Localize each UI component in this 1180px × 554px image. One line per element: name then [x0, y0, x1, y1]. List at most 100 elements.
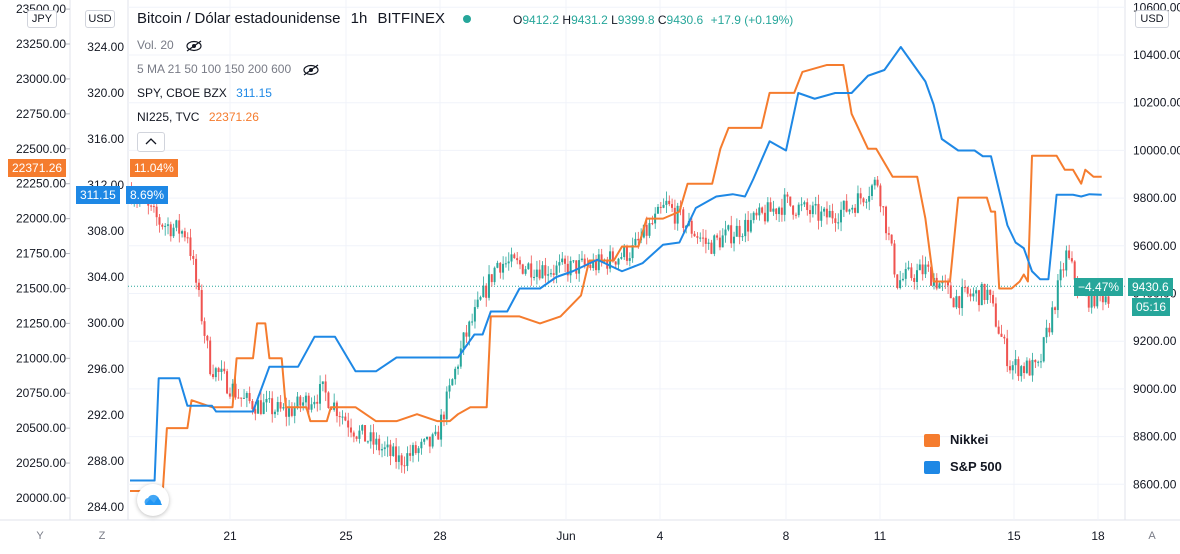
candle-body	[197, 282, 200, 291]
candle-body	[899, 280, 902, 288]
candle-body	[209, 340, 212, 375]
candle-body	[240, 397, 243, 399]
candle-body	[195, 258, 198, 283]
candle-body	[1093, 286, 1096, 307]
candle-body	[761, 207, 764, 213]
candle-body	[226, 371, 229, 394]
candle-body	[870, 185, 873, 197]
tradingview-logo-button[interactable]	[137, 484, 169, 516]
candle-body	[347, 420, 350, 428]
candle-body	[152, 206, 155, 208]
candle-body	[986, 289, 989, 300]
candle-body	[425, 436, 429, 440]
candle-body	[369, 432, 372, 442]
candle-body	[921, 264, 924, 275]
symbol-name[interactable]: Bitcoin / Dólar estadounidense	[137, 10, 341, 27]
candle-body	[918, 264, 921, 271]
candle-body	[732, 236, 735, 244]
candle-body	[766, 202, 769, 222]
jpy-currency-button[interactable]: JPY	[27, 10, 57, 28]
candle-body	[395, 446, 398, 462]
volume-legend[interactable]: Vol. 20	[137, 38, 203, 52]
candle-body	[479, 297, 482, 300]
log-y-button[interactable]: Y	[36, 530, 44, 542]
jpy-tick-label: 20250.00	[16, 456, 66, 470]
time-tick-label: 28	[433, 529, 447, 543]
chart-title: Bitcoin / Dólar estadounidense 1h BITFIN…	[137, 10, 472, 27]
volume-label: Vol. 20	[137, 38, 174, 52]
ma-legend[interactable]: 5 MA 21 50 100 150 200 600	[137, 62, 320, 76]
candle-body	[445, 391, 448, 420]
candle-body	[513, 254, 516, 259]
candle-body	[1056, 280, 1059, 311]
candle-body	[313, 401, 316, 405]
candle-body	[670, 204, 674, 208]
candle-body	[907, 267, 910, 270]
candle-body	[845, 200, 848, 212]
candle-body	[290, 408, 293, 416]
candle-body	[516, 258, 519, 261]
candle-body	[1034, 359, 1037, 363]
candle-body	[977, 290, 980, 306]
spy-label: SPY, CBOE BZX	[137, 86, 227, 100]
candle-body	[380, 449, 383, 451]
candle-body	[969, 293, 972, 297]
candle-body	[707, 242, 710, 244]
jpy-tick-label: 21500.00	[16, 281, 66, 295]
candle-body	[572, 260, 575, 262]
usd-tick-label: 284.00	[87, 500, 124, 514]
candle-body	[915, 270, 919, 282]
candle-body	[763, 212, 766, 222]
candle-body	[794, 214, 797, 216]
collapse-legend-button[interactable]	[137, 132, 165, 152]
candle-body	[383, 447, 386, 450]
candle-body	[499, 262, 502, 273]
candle-body	[321, 381, 324, 385]
candle-body	[935, 277, 938, 289]
candle-body	[324, 381, 327, 393]
candle-body	[228, 393, 231, 397]
usd-left-currency-button[interactable]: USD	[85, 10, 115, 28]
usd-right-currency-button[interactable]: USD	[1135, 10, 1169, 28]
candle-body	[772, 208, 775, 212]
candle-body	[372, 432, 375, 445]
nikkei-price-tag: 22371.26	[8, 159, 67, 177]
candle-body	[704, 237, 707, 244]
candle-body	[662, 204, 665, 208]
candle-body	[333, 402, 336, 410]
candle-body	[1070, 258, 1073, 262]
candle-body	[1107, 296, 1110, 304]
candle-body	[811, 205, 814, 215]
candle-body	[200, 290, 203, 322]
zoom-z-button[interactable]: Z	[98, 530, 106, 542]
spy-legend[interactable]: SPY, CBOE BZX 311.15	[137, 86, 272, 100]
candle-body	[310, 404, 313, 410]
candle-body	[473, 307, 476, 322]
candle-body	[1031, 359, 1034, 376]
candle-body	[842, 200, 845, 210]
eye-hidden-icon[interactable]	[302, 64, 320, 76]
jpy-tick-label: 21750.00	[16, 247, 66, 261]
candle-body	[665, 200, 668, 205]
ni-legend[interactable]: NI225, TVC 22371.26	[137, 110, 259, 124]
candle-body	[392, 446, 395, 457]
candle-body	[592, 260, 595, 269]
auto-scale-button[interactable]: A	[1148, 530, 1156, 542]
candle-body	[628, 258, 631, 261]
candle-body	[623, 246, 626, 258]
candle-body	[778, 207, 781, 215]
candle-body	[575, 260, 578, 274]
btc-tick-label: 9800.00	[1133, 191, 1177, 205]
eye-hidden-icon[interactable]	[185, 40, 203, 52]
nikkei-series-line[interactable]	[130, 63, 1102, 493]
candle-body	[1087, 292, 1090, 308]
candle-body	[448, 385, 451, 392]
candle-body	[938, 283, 941, 289]
sp500-series-line[interactable]	[130, 46, 1102, 482]
candle-body	[299, 396, 302, 406]
usd-tick-label: 296.00	[87, 362, 124, 376]
interval-label[interactable]: 1h	[350, 10, 368, 27]
candle-body	[285, 407, 288, 417]
candle-body	[293, 407, 296, 416]
